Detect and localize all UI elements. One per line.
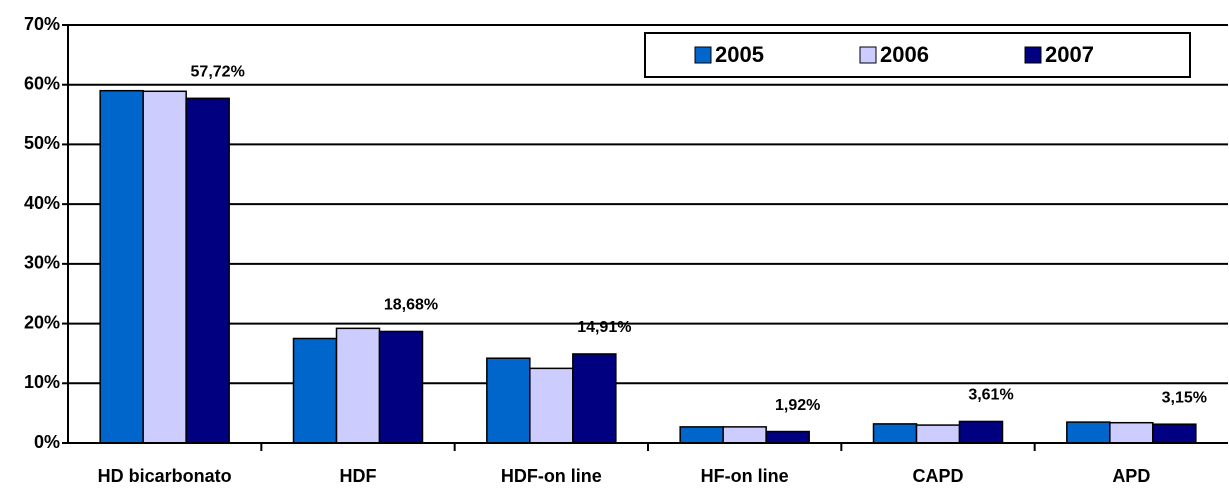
data-label: 18,68%	[384, 297, 438, 314]
bar	[572, 353, 617, 444]
data-label: 3,15%	[1162, 389, 1207, 406]
bar	[335, 327, 381, 444]
y-tick-label: 40%	[24, 193, 60, 213]
legend-swatch	[694, 46, 712, 64]
bar	[292, 337, 338, 444]
bar	[722, 426, 767, 444]
y-tick-label: 10%	[24, 372, 60, 392]
legend-label: 2007	[1045, 42, 1094, 67]
y-tick-label: 60%	[24, 73, 60, 93]
bar	[958, 420, 1004, 444]
data-label: 57,72%	[191, 64, 245, 81]
x-tick-label: HDF	[340, 466, 377, 486]
bar	[529, 367, 574, 444]
x-tick-label: CAPD	[912, 466, 963, 486]
legend-label: 2006	[880, 42, 929, 67]
x-tick-label: HD bicarbonato	[98, 466, 232, 486]
x-tick-label: HDF-on line	[501, 466, 602, 486]
bar	[1109, 421, 1154, 444]
bar	[99, 89, 144, 444]
bar	[1152, 423, 1197, 444]
bar	[872, 423, 918, 444]
bar	[142, 90, 187, 444]
bar	[1066, 421, 1111, 444]
x-tick-label: HF-on line	[701, 466, 789, 486]
bar	[185, 97, 230, 444]
data-label: 14,91%	[577, 319, 631, 336]
bar	[915, 424, 961, 444]
legend-label: 2005	[715, 42, 764, 67]
bar	[765, 430, 810, 444]
legend-swatch	[859, 46, 877, 64]
data-label: 1,92%	[775, 397, 820, 414]
legend-swatch	[1024, 46, 1042, 64]
bar	[378, 330, 424, 444]
bar	[486, 357, 531, 444]
y-tick-label: 30%	[24, 253, 60, 273]
legend-box	[644, 32, 1191, 78]
data-label: 3,61%	[968, 387, 1013, 404]
y-tick-label: 0%	[34, 432, 60, 452]
y-tick-label: 20%	[24, 312, 60, 332]
y-tick-label: 50%	[24, 133, 60, 153]
y-tick-label: 70%	[24, 14, 60, 34]
bar	[679, 426, 724, 444]
x-tick-label: APD	[1112, 466, 1150, 486]
